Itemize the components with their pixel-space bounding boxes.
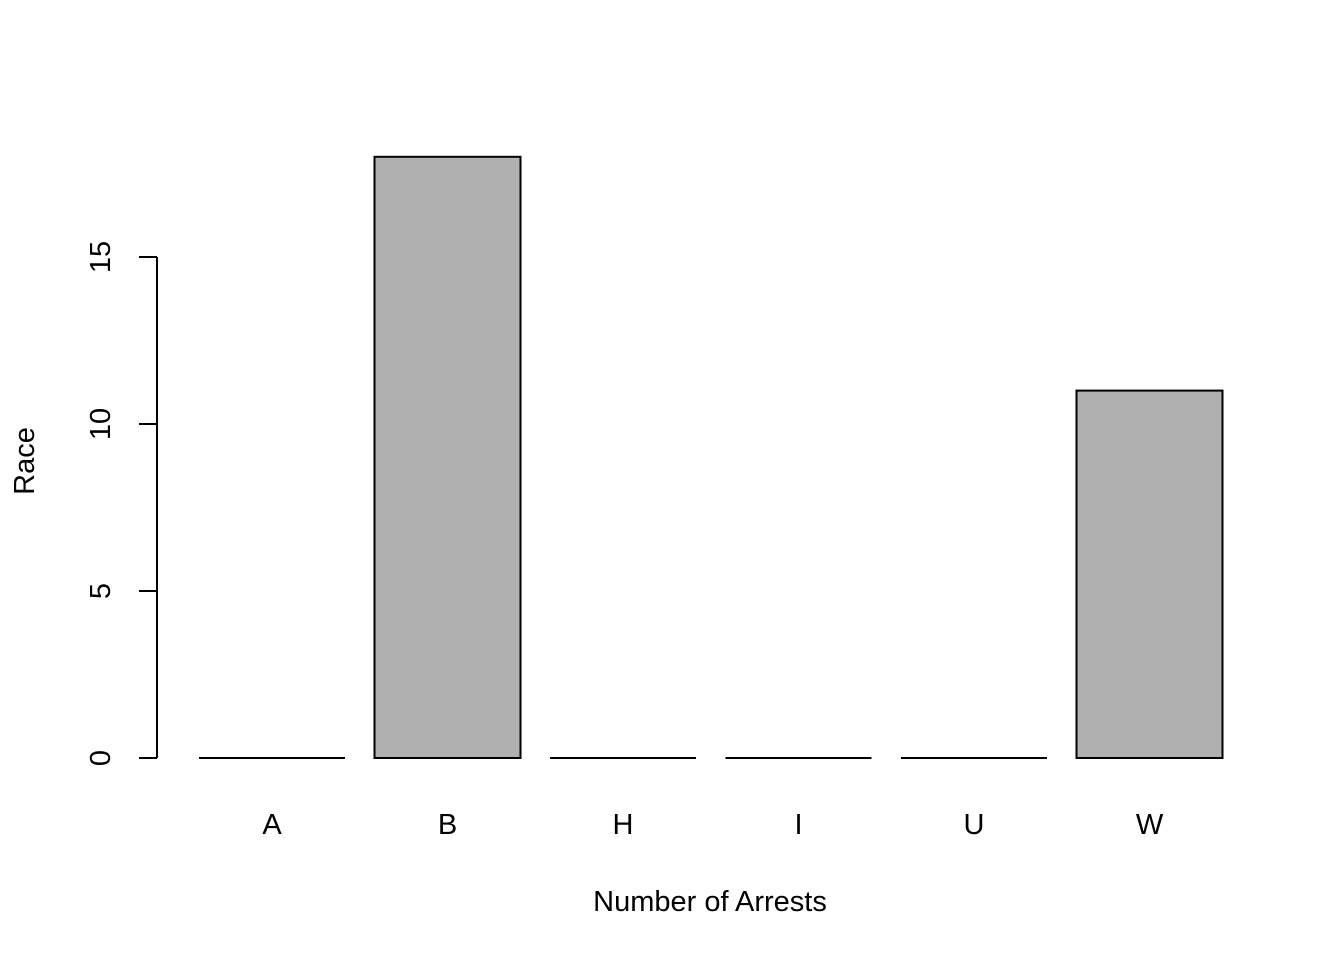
x-tick-label: H [613,809,634,841]
x-tick-label: I [794,809,802,841]
y-axis: 0 5 10 15 [85,241,158,766]
y-axis-title: Race [9,427,41,495]
bars-group [199,155,1224,760]
y-tick-label: 15 [85,241,117,273]
x-axis-title: Number of Arrests [593,886,827,918]
x-tick-label: W [1136,809,1164,841]
x-tick-label: U [964,809,985,841]
bar-b [373,155,522,760]
y-tick-label: 0 [85,750,117,766]
x-tick-label: A [262,809,282,841]
y-tick-label: 10 [85,408,117,440]
x-tick-label: B [438,809,457,841]
bar-w [1075,389,1224,759]
y-tick-label: 5 [85,583,117,599]
